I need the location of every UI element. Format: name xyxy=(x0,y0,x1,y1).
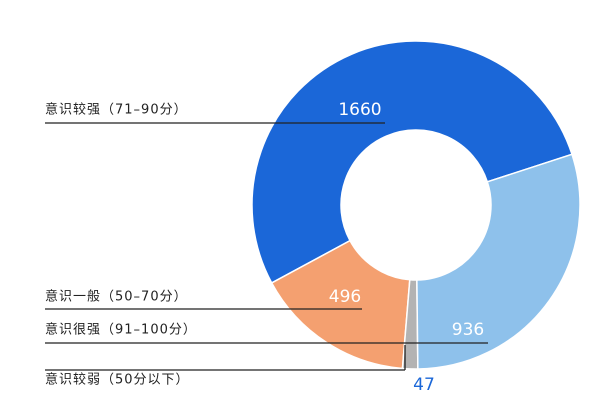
category-label: 意识较弱（50分以下） xyxy=(45,372,190,388)
donut-slice xyxy=(251,40,573,284)
value-label: 936 xyxy=(452,320,484,340)
category-label: 意识很强（91–100分） xyxy=(45,322,197,338)
donut-slice xyxy=(416,153,581,370)
value-label: 496 xyxy=(329,287,361,307)
value-label: 47 xyxy=(413,375,435,395)
category-label: 意识一般（50–70分） xyxy=(45,289,188,305)
category-label: 意识较强（71–90分） xyxy=(45,102,188,118)
donut-slice xyxy=(270,239,411,370)
value-label: 1660 xyxy=(338,100,381,120)
